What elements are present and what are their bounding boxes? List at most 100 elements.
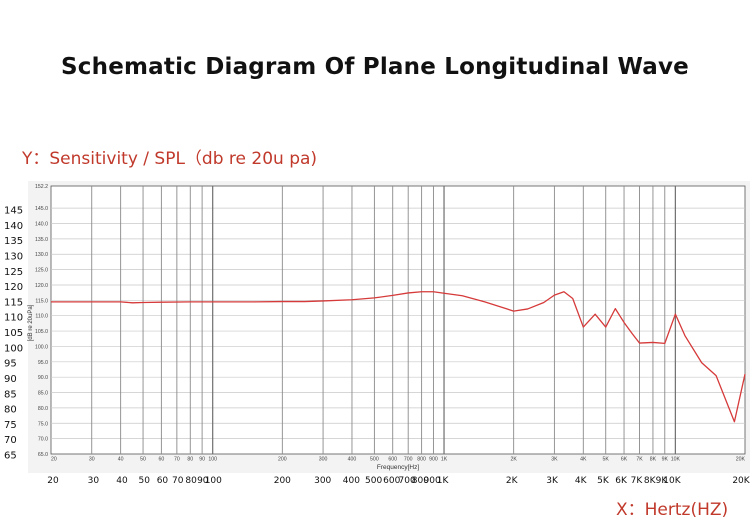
outer-x-label: 2K xyxy=(506,476,519,486)
inner-y-tick-label: 65.0 xyxy=(38,452,48,458)
inner-x-axis-title: Frequency[Hz] xyxy=(377,464,419,471)
outer-y-label: 65 xyxy=(4,451,17,462)
inner-y-tick-label: 130.0 xyxy=(35,252,48,258)
inner-x-tick-labels: 20 30 40 50 60 70 80 90 100 200 300 400 500 600 700 800… xyxy=(51,457,746,463)
inner-x-tick-label: 8K xyxy=(650,457,657,463)
inner-y-tick-label: 145.0 xyxy=(35,206,48,212)
outer-x-label: 40 xyxy=(116,476,128,486)
inner-y-tick-label: 80.0 xyxy=(38,406,48,412)
x-axis-caption: X：Hertz(HZ) xyxy=(616,500,729,520)
inner-y-tick-label: 100.0 xyxy=(35,344,48,350)
outer-y-label: 110 xyxy=(4,313,23,324)
outer-x-label: 9K xyxy=(656,476,669,486)
inner-x-tick-label: 800 xyxy=(417,457,426,463)
outer-y-label: 75 xyxy=(4,420,17,431)
inner-x-tick-label: 90 xyxy=(199,457,205,463)
outer-x-label: 20K xyxy=(732,476,750,486)
inner-y-tick-label: 105.0 xyxy=(35,329,48,335)
inner-y-tick-labels: 152.2 145.0 140.0 135.0 130.0 125.0 120.0 115.0… xyxy=(35,184,48,458)
outer-x-label: 300 xyxy=(314,476,331,486)
outer-x-label: 8K xyxy=(644,476,657,486)
outer-x-label: 800 xyxy=(412,476,429,486)
inner-y-tick-label: 70.0 xyxy=(38,437,48,443)
outer-y-label: 145 xyxy=(4,206,23,217)
outer-y-label: 100 xyxy=(4,343,23,354)
inner-x-tick-label: 20K xyxy=(736,457,746,463)
grid-lines xyxy=(51,186,745,454)
outer-x-label: 500 xyxy=(365,476,382,486)
outer-x-label: 5K xyxy=(597,476,610,486)
outer-y-label: 120 xyxy=(4,282,23,293)
inner-x-tick-label: 2K xyxy=(510,457,517,463)
inner-x-tick-label: 80 xyxy=(187,457,193,463)
inner-y-axis-title: [dB re 20uPa] xyxy=(28,304,34,341)
inner-y-tick-label: 115.0 xyxy=(35,298,48,304)
outer-y-label: 70 xyxy=(4,435,17,446)
outer-y-label: 105 xyxy=(4,328,23,339)
outer-x-label: 700 xyxy=(399,476,416,486)
plot-area xyxy=(50,185,746,455)
inner-x-tick-label: 300 xyxy=(319,457,328,463)
inner-x-tick-label: 1K xyxy=(441,457,448,463)
inner-x-tick-label: 10K xyxy=(671,457,681,463)
outer-x-label: 900 xyxy=(424,476,441,486)
outer-x-label: 400 xyxy=(343,476,360,486)
inner-x-tick-label: 30 xyxy=(89,457,95,463)
outer-y-label: 80 xyxy=(4,405,17,416)
inner-y-tick-label: 120.0 xyxy=(35,283,48,289)
outer-x-label: 1K xyxy=(437,476,450,486)
outer-x-label: 6K xyxy=(615,476,628,486)
inner-x-tick-label: 7K xyxy=(636,457,643,463)
inner-x-tick-label: 200 xyxy=(278,457,287,463)
inner-x-tick-label: 6K xyxy=(621,457,628,463)
outer-y-label: 95 xyxy=(4,359,17,370)
outer-y-label: 85 xyxy=(4,389,17,400)
outer-y-label: 125 xyxy=(4,267,23,278)
inner-y-tick-label: 90.0 xyxy=(38,375,48,381)
outer-x-label: 20 xyxy=(47,476,59,486)
inner-y-tick-label: 125.0 xyxy=(35,268,48,274)
inner-x-tick-label: 700 xyxy=(404,457,413,463)
inner-y-tick-label: 135.0 xyxy=(35,237,48,243)
y-axis-caption: Y：Sensitivity / SPL（db re 20u pa) xyxy=(22,149,318,169)
inner-y-tick-label: 85.0 xyxy=(38,391,48,397)
inner-x-tick-label: 70 xyxy=(174,457,180,463)
inner-x-tick-label: 500 xyxy=(370,457,379,463)
inner-x-tick-label: 4K xyxy=(580,457,587,463)
inner-x-tick-label: 5K xyxy=(603,457,610,463)
outer-x-label: 3K xyxy=(546,476,559,486)
outer-y-labels: 145 140 135 130 125 120 115 110 105 100 95 90 85 80 75… xyxy=(4,206,23,462)
outer-x-label: 70 xyxy=(172,476,184,486)
outer-x-label: 90 xyxy=(197,476,209,486)
inner-x-tick-label: 100 xyxy=(208,457,217,463)
inner-y-tick-label: 75.0 xyxy=(38,421,48,427)
outer-y-label: 130 xyxy=(4,251,23,262)
outer-x-label: 30 xyxy=(88,476,100,486)
frequency-response-line xyxy=(51,291,746,423)
outer-x-label: 4K xyxy=(575,476,588,486)
inner-x-tick-label: 40 xyxy=(118,457,124,463)
inner-y-tick-label: 140.0 xyxy=(35,221,48,227)
outer-y-label: 90 xyxy=(4,374,17,385)
outer-x-label: 200 xyxy=(274,476,291,486)
outer-x-label: 10K xyxy=(663,476,681,486)
inner-y-tick-label: 110.0 xyxy=(35,314,48,320)
outer-y-label: 140 xyxy=(4,221,23,232)
page-title: Schematic Diagram Of Plane Longitudinal … xyxy=(61,54,689,80)
outer-x-label: 60 xyxy=(157,476,169,486)
outer-x-label: 7K xyxy=(631,476,644,486)
outer-y-label: 115 xyxy=(4,297,23,308)
outer-x-label: 50 xyxy=(139,476,151,486)
inner-x-tick-label: 60 xyxy=(158,457,164,463)
inner-x-tick-label: 3K xyxy=(551,457,558,463)
outer-y-label: 135 xyxy=(4,236,23,247)
series-layer xyxy=(51,291,746,423)
inner-y-tick-label: 152.2 xyxy=(35,184,48,190)
inner-x-tick-label: 9K xyxy=(662,457,669,463)
outer-x-label: 600 xyxy=(383,476,400,486)
inner-x-tick-label: 400 xyxy=(348,457,357,463)
outer-x-label: 80 xyxy=(185,476,197,486)
outer-x-label: 100 xyxy=(205,476,222,486)
